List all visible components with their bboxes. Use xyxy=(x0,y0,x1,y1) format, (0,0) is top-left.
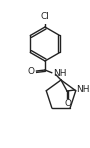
Text: NH₂: NH₂ xyxy=(76,86,90,95)
Text: O: O xyxy=(64,99,71,107)
Text: Cl: Cl xyxy=(41,12,49,21)
Text: O: O xyxy=(28,66,35,75)
Text: NH: NH xyxy=(53,69,67,78)
